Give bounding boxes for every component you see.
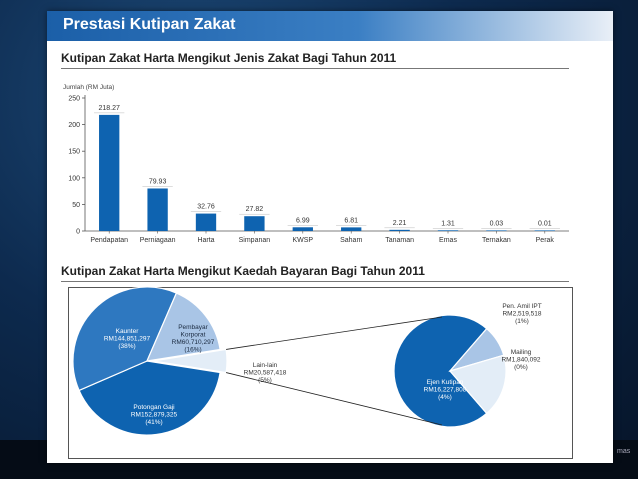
sub-pie-slice-name: Mailing — [511, 349, 532, 356]
connector-line — [225, 372, 443, 426]
sub-pie-slice-name: Pen. Amil IPT — [502, 303, 541, 310]
corner-text: mas — [617, 448, 631, 455]
pie-chart-frame — [68, 287, 573, 459]
sub-pie-slice-name: Ejen Kutipan — [427, 379, 464, 386]
y-axis-label: Jumlah (RM Juta) — [63, 84, 114, 91]
pie-slice-name: Potongan Gaji — [133, 404, 174, 411]
pie-slice-pct: (41%) — [145, 419, 162, 426]
sub-pie-slice-amount: RM16,227,808 — [424, 387, 467, 394]
pie-slice-pct: (16%) — [184, 347, 201, 354]
bar — [292, 227, 313, 231]
bar — [534, 230, 555, 231]
y-tick-label: 200 — [68, 122, 80, 129]
x-tick-label: Tanaman — [385, 237, 414, 244]
sub-pie-slice-amount: RM2,519,518 — [502, 311, 541, 318]
pie-slice-name: Korporat — [181, 332, 206, 339]
slide: Prestasi Kutipan Zakat Kutipan Zakat Har… — [47, 11, 613, 463]
bar — [99, 114, 120, 231]
bar — [147, 188, 168, 231]
x-tick-label: Emas — [439, 237, 457, 244]
sub-pie-slice-amount: RM1,840,092 — [501, 357, 540, 364]
pie-slice — [72, 286, 178, 392]
charts-canvas: Jumlah (RM Juta) 0 50 100 150 200 250 218.27 Pen… — [63, 84, 569, 436]
bar-value-label: 6.81 — [344, 217, 358, 224]
pie-slice-name: Kaunter — [116, 328, 140, 335]
sub-pie-slice — [393, 314, 488, 428]
sub-pie-slice — [448, 354, 507, 415]
y-tick-label: 250 — [68, 96, 80, 103]
x-tick-label: Simpanan — [239, 237, 271, 244]
y-tick-label: 0 — [76, 229, 80, 236]
pie-slice-pct: (38%) — [118, 343, 135, 350]
y-tick-label: 150 — [68, 149, 80, 156]
pie-chart-title: Kutipan Zakat Harta Mengikut Kaedah Baya… — [61, 264, 425, 278]
bar — [486, 230, 507, 231]
sub-pie-slice-pct: (1%) — [515, 318, 529, 325]
bar — [437, 230, 459, 231]
pie-chart-title-rule — [61, 281, 569, 282]
pie-slice — [78, 360, 221, 436]
x-tick-label: Saham — [340, 237, 362, 244]
x-tick-label: Ternakan — [482, 237, 511, 244]
bar — [195, 213, 217, 231]
sub-pie-slice-pct: (0%) — [514, 364, 528, 371]
pie-slice-name: Pembayar — [178, 324, 208, 331]
x-tick-label: Perak — [536, 237, 555, 244]
x-tick-label: Perniagaan — [140, 237, 176, 244]
bar-value-label: 32.76 — [197, 204, 215, 211]
bar-value-label: 1.31 — [441, 220, 455, 227]
x-tick-label: KWSP — [292, 237, 313, 244]
connector-line — [226, 316, 443, 350]
bar — [341, 227, 362, 231]
bar — [244, 216, 265, 231]
pie-slice-amount: RM152,879,325 — [131, 412, 178, 419]
slide-title: Prestasi Kutipan Zakat — [63, 16, 236, 33]
pie-slice-amount: RM144,851,297 — [104, 336, 151, 343]
x-tick-label: Harta — [197, 237, 214, 244]
y-tick-label: 50 — [72, 202, 80, 209]
sub-pie-slice-pct: (4%) — [438, 394, 452, 401]
bar-value-label: 2.21 — [393, 220, 407, 227]
y-tick-label: 100 — [68, 175, 80, 182]
x-tick-label: Pendapatan — [90, 237, 128, 244]
bar-value-label: 27.82 — [246, 206, 264, 213]
bar-value-label: 0.01 — [538, 220, 552, 227]
pie-slice-pct: (5%) — [258, 377, 272, 384]
bar — [389, 229, 410, 231]
bar-value-label: 218.27 — [98, 105, 120, 112]
pie-slice-amount: RM20,587,418 — [244, 370, 287, 377]
bar-chart-title: Kutipan Zakat Harta Mengikut Jenis Zakat… — [61, 51, 397, 65]
pie-slice-name: Lain-lain — [253, 362, 278, 369]
bar-chart-title-rule — [61, 68, 569, 69]
bar-value-label: 79.93 — [149, 178, 167, 185]
bar-value-label: 0.03 — [490, 220, 504, 227]
title-banner: Prestasi Kutipan Zakat — [47, 11, 613, 41]
pie-slice — [146, 292, 221, 362]
pie-slice-amount: RM60,710,297 — [172, 339, 215, 346]
bar-value-label: 6.99 — [296, 217, 310, 224]
